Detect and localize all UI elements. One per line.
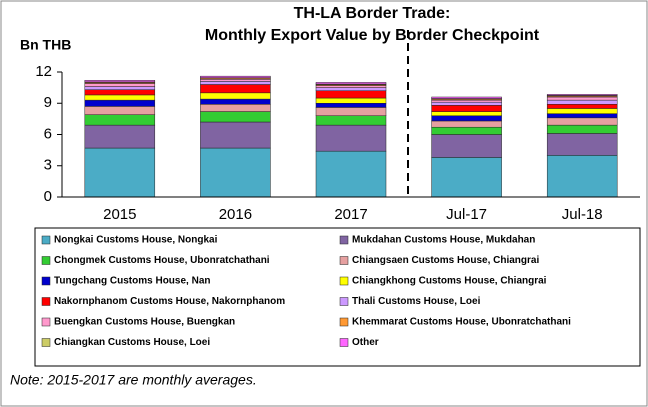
bar-segment	[200, 75, 271, 78]
bar-segment	[315, 150, 387, 198]
bar-segment	[431, 101, 502, 106]
bar-segment	[431, 115, 502, 122]
bar-segment	[315, 124, 387, 152]
bar-segment	[84, 99, 156, 107]
bar-segment	[431, 157, 502, 198]
bar-segment	[200, 92, 271, 100]
bar-segment	[315, 82, 387, 85]
bar-segment	[200, 147, 271, 198]
bar-segment	[546, 108, 618, 114]
legend-swatch	[41, 297, 51, 306]
bar-segment	[546, 124, 618, 134]
bar-segment	[84, 86, 156, 90]
bar-segment	[431, 111, 502, 117]
bar-segment	[84, 80, 156, 83]
legend-label: Tungchang Customs House, Nan	[54, 276, 211, 287]
y-tick-label: 9	[44, 94, 52, 111]
bar-segment	[315, 97, 387, 104]
x-tick-label: 2015	[103, 206, 136, 223]
bar-segment	[546, 113, 618, 119]
legend-label: Chongmek Customs House, Ubonratchathani	[54, 255, 270, 266]
y-tick-label: 6	[44, 125, 52, 142]
note: Note: 2015-2017 are monthly averages.	[10, 372, 257, 388]
legend-swatch	[41, 276, 51, 286]
legend-label: Nakornphanom Customs House, Nakornphanom	[54, 296, 285, 307]
bar-segment	[200, 79, 271, 82]
legend-label: Khemmarat Customs House, Ubonratchathani	[352, 317, 571, 328]
bar-segment	[546, 104, 618, 109]
legend-swatch	[339, 317, 349, 327]
x-tick-label: 2016	[219, 206, 252, 223]
x-tick-label: Jul-18	[562, 206, 603, 223]
bar-segment	[546, 99, 618, 105]
bar-segment	[546, 133, 618, 156]
bar-segment	[84, 124, 156, 149]
legend-label: Thali Customs House, Loei	[352, 296, 481, 307]
legend-label: Chiangkhong Customs House, Chiangrai	[352, 276, 547, 287]
bar-segment	[315, 85, 387, 88]
legend-label: Nongkai Customs House, Nongkai	[54, 235, 218, 246]
chart-subtitle: Monthly Export Value by Border Checkpoin…	[205, 27, 540, 44]
legend-swatch	[339, 297, 349, 306]
bar-segment	[546, 94, 618, 96]
legend-swatch	[339, 276, 349, 286]
bar-segment	[200, 111, 271, 123]
bar-segment	[200, 121, 271, 149]
legend-swatch	[339, 235, 349, 245]
bar-segment	[315, 103, 387, 108]
bar-segment	[431, 99, 502, 103]
bar-segment	[315, 107, 387, 116]
x-tick-label: Jul-17	[446, 206, 487, 223]
bar-segment	[84, 147, 156, 198]
bar-segment	[315, 90, 387, 99]
bar-segment	[84, 83, 156, 87]
bar-segment	[84, 106, 156, 115]
bar-segment	[315, 115, 387, 126]
legend-swatch	[41, 235, 51, 245]
bar-segment	[546, 155, 618, 198]
bar-segment	[315, 87, 387, 91]
bar-segment	[200, 84, 271, 94]
chart-title: TH-LA Border Trade:	[294, 5, 451, 22]
legend-swatch	[41, 317, 51, 327]
bar-segment	[84, 114, 156, 126]
y-tick-label: 3	[44, 157, 52, 174]
bar-segment	[200, 81, 271, 85]
legend	[34, 227, 641, 367]
bar-segment	[431, 126, 502, 135]
bar-segment	[84, 94, 156, 101]
bar-segment	[546, 96, 618, 101]
legend-label: Chiangkan Customs House, Loei	[54, 337, 210, 348]
legend-label: Other	[352, 337, 379, 348]
legend-label: Buengkan Customs House, Buengkan	[54, 317, 235, 328]
legend-swatch	[41, 338, 51, 347]
bar-segment	[431, 120, 502, 128]
bar-segment	[546, 117, 618, 126]
y-tick-label: 0	[44, 188, 52, 205]
bar-segment	[431, 105, 502, 112]
bar-segment	[84, 89, 156, 96]
y-tick-label: 12	[35, 63, 52, 80]
legend-swatch	[339, 338, 349, 347]
bar-segment	[431, 134, 502, 158]
x-tick-label: 2017	[334, 206, 367, 223]
bar-segment	[431, 96, 502, 99]
legend-swatch	[41, 256, 51, 265]
legend-swatch	[339, 256, 349, 265]
legend-label: Mukdahan Customs House, Mukdahan	[352, 235, 535, 246]
legend-label: Chiangsaen Customs House, Chiangrai	[352, 255, 539, 266]
bar-segment	[200, 98, 271, 105]
y-axis-label: Bn THB	[20, 37, 71, 53]
bar-segment	[200, 104, 271, 112]
